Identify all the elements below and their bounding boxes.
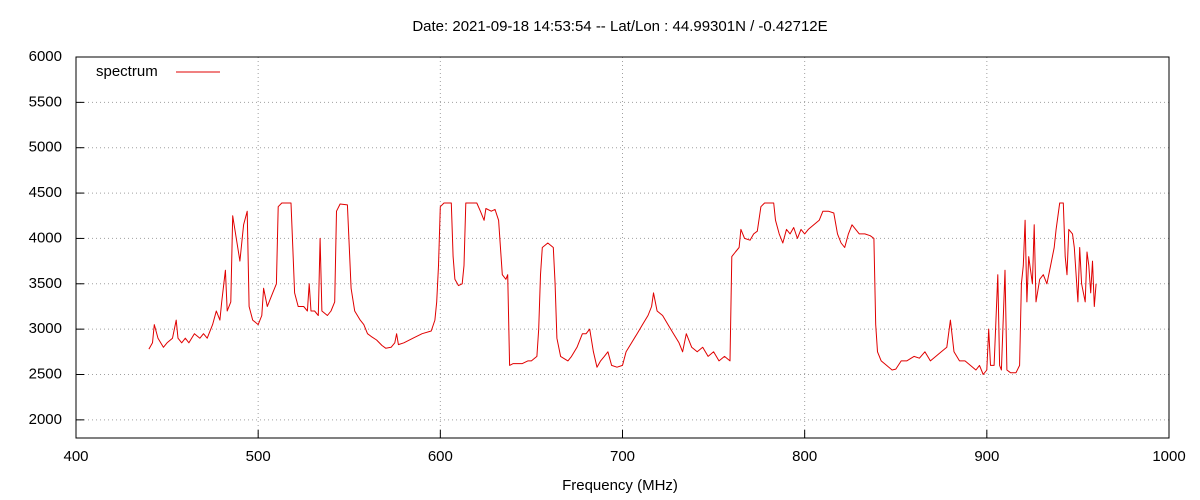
y-tick-label: 5500 (29, 93, 62, 110)
y-tick-label: 3000 (29, 320, 62, 337)
y-tick-label: 5000 (29, 139, 62, 156)
spectrum-line (148, 202, 1097, 375)
y-tick-label: 2000 (29, 411, 62, 428)
x-tick-label: 800 (792, 448, 817, 465)
x-axis-label: Frequency (MHz) (562, 477, 678, 494)
y-tick-label: 2500 (29, 365, 62, 382)
legend-label: spectrum (96, 63, 158, 80)
x-tick-label: 900 (974, 448, 999, 465)
y-tick-label: 6000 (29, 48, 62, 65)
plot-frame (75, 56, 1170, 439)
x-tick-label: 700 (610, 448, 635, 465)
x-tick-label: 500 (246, 448, 271, 465)
x-tick-label: 1000 (1152, 448, 1185, 465)
y-tick-label: 4500 (29, 184, 62, 201)
y-tick-label: 3500 (29, 275, 62, 292)
chart-title: Date: 2021-09-18 14:53:54 -- Lat/Lon : 4… (412, 18, 827, 35)
x-tick-label: 400 (63, 448, 88, 465)
x-tick-label: 600 (428, 448, 453, 465)
y-tick-label: 4000 (29, 229, 62, 246)
